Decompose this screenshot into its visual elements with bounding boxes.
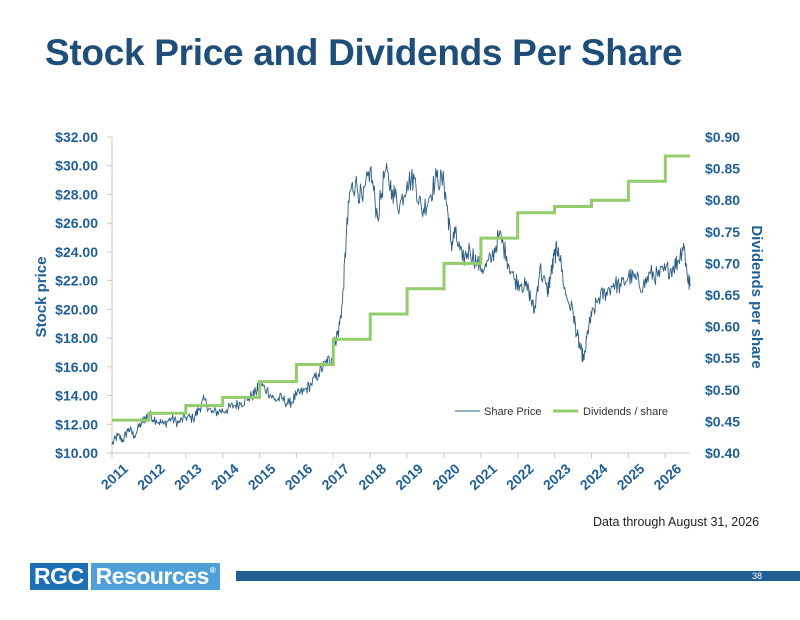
left-tick-label: $18.00 bbox=[55, 330, 98, 346]
logo-resources: Resources ® bbox=[90, 563, 221, 590]
left-tick-label: $14.00 bbox=[55, 388, 98, 404]
x-tick-label: 2026 bbox=[650, 460, 684, 493]
left-tick-label: $24.00 bbox=[55, 244, 98, 260]
legend: Share Price Dividends / share bbox=[455, 406, 668, 418]
dividends-series-line bbox=[112, 154, 690, 422]
x-tick-labels: 2011 2012 2013 2014 2015 2016 2017 2018 2019 2020… bbox=[98, 453, 684, 493]
logo-registered-mark: ® bbox=[209, 566, 216, 575]
x-tick-label: 2021 bbox=[466, 460, 500, 493]
x-tick-label: 2013 bbox=[171, 460, 205, 493]
right-tick-label: $0.50 bbox=[705, 382, 740, 398]
x-tick-label: 2023 bbox=[540, 460, 574, 493]
data-note: Data through August 31, 2026 bbox=[593, 515, 760, 529]
logo-resources-text: Resources bbox=[95, 563, 210, 589]
x-tick-label: 2018 bbox=[355, 460, 389, 493]
rgc-resources-logo: RGC Resources ® bbox=[30, 563, 221, 590]
x-tick-label: 2019 bbox=[392, 460, 426, 493]
legend-label-dividends: Dividends / share bbox=[583, 406, 668, 418]
right-tick-label: $0.55 bbox=[705, 350, 740, 366]
x-tick-label: 2025 bbox=[614, 460, 648, 493]
left-tick-label: $32.00 bbox=[55, 129, 98, 145]
x-tick-label: 2020 bbox=[429, 460, 463, 493]
x-tick-label: 2012 bbox=[134, 460, 168, 493]
left-axis-label: Stock price bbox=[33, 257, 50, 338]
x-tick-label: 2017 bbox=[318, 460, 352, 493]
x-tick-label: 2011 bbox=[98, 460, 131, 492]
right-tick-label: $0.85 bbox=[705, 161, 740, 177]
right-tick-labels: $0.40 $0.45 $0.50 $0.55 $0.60 $0.65 $0.70 $0.75… bbox=[705, 129, 740, 461]
x-tick-label: 2022 bbox=[503, 460, 537, 493]
share-price-series-line bbox=[111, 163, 691, 445]
left-tick-label: $22.00 bbox=[55, 273, 98, 289]
left-tick-label: $26.00 bbox=[55, 215, 98, 231]
x-tick-label: 2016 bbox=[282, 460, 316, 493]
page-title: Stock Price and Dividends Per Share bbox=[45, 32, 683, 73]
left-tick-label: $28.00 bbox=[55, 186, 98, 202]
right-tick-label: $0.45 bbox=[705, 413, 740, 429]
right-tick-label: $0.90 bbox=[705, 129, 740, 145]
left-tick-labels: $10.00 $12.00 $14.00 $16.00 $18.00 $20.00 $22.… bbox=[55, 129, 112, 461]
right-tick-label: $0.80 bbox=[705, 192, 740, 208]
right-tick-label: $0.75 bbox=[705, 224, 740, 240]
right-tick-label: $0.65 bbox=[705, 287, 740, 303]
left-tick-label: $12.00 bbox=[55, 416, 98, 432]
footer-bar bbox=[236, 571, 800, 581]
page-number: 38 bbox=[752, 571, 763, 581]
x-tick-label: 2014 bbox=[208, 460, 242, 493]
left-tick-label: $16.00 bbox=[55, 359, 98, 375]
right-tick-label: $0.70 bbox=[705, 255, 740, 271]
right-tick-label: $0.40 bbox=[705, 445, 740, 461]
left-tick-label: $30.00 bbox=[55, 158, 98, 174]
right-axis-label: Dividends per share bbox=[748, 225, 765, 368]
logo-rgc: RGC bbox=[30, 563, 88, 590]
x-tick-label: 2015 bbox=[245, 460, 279, 493]
legend-label-share-price: Share Price bbox=[484, 406, 541, 418]
left-tick-label: $20.00 bbox=[55, 301, 98, 317]
x-tick-label: 2024 bbox=[577, 460, 611, 493]
right-tick-label: $0.60 bbox=[705, 319, 740, 335]
left-tick-label: $10.00 bbox=[55, 445, 98, 461]
